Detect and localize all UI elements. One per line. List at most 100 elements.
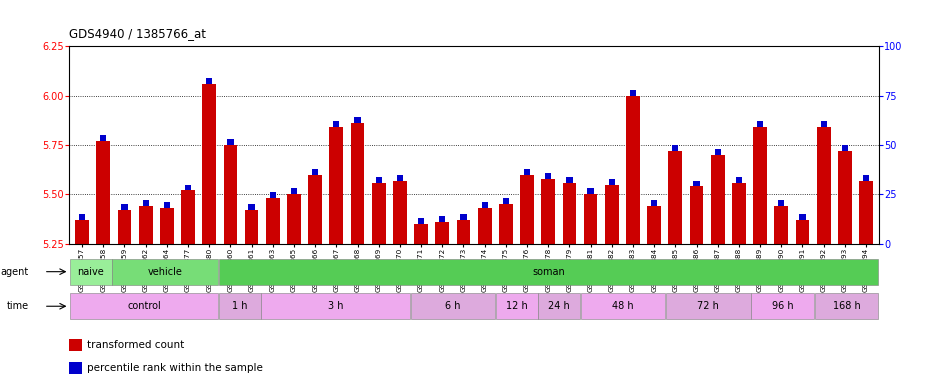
Bar [79,214,85,220]
Bar [333,121,339,127]
Bar [651,200,658,206]
Text: soman: soman [532,266,565,277]
Bar [778,200,784,206]
Bar [262,293,410,319]
Bar [669,151,683,244]
Bar [757,121,763,127]
Bar [605,185,619,244]
Text: time: time [6,301,29,311]
Text: agent: agent [1,266,29,277]
Bar [820,121,827,127]
Bar [482,202,487,208]
Text: naive: naive [78,266,104,277]
Bar [735,177,742,182]
Bar [351,123,364,244]
Text: 24 h: 24 h [549,301,570,311]
Text: 12 h: 12 h [506,301,527,311]
Bar [690,187,703,244]
Bar [666,293,750,319]
Bar [538,293,580,319]
Bar [411,293,495,319]
Bar [842,145,848,151]
Bar [630,89,636,96]
Bar [160,208,174,244]
Bar [308,175,322,244]
Bar [815,293,879,319]
Bar [96,141,110,244]
Text: vehicle: vehicle [148,266,182,277]
Bar [142,200,149,206]
Bar [100,135,106,141]
Bar [139,206,153,244]
Bar [545,173,551,179]
Bar [566,177,573,182]
Bar [113,259,218,285]
Bar [418,218,425,224]
Text: 6 h: 6 h [445,301,461,311]
Bar [715,149,721,155]
Bar [69,362,82,374]
Bar [228,139,233,145]
Bar [312,169,318,175]
Bar [436,222,450,244]
Bar [206,78,213,84]
Text: 48 h: 48 h [612,301,634,311]
Bar [69,339,82,351]
Bar [203,84,216,244]
Bar [69,293,218,319]
Bar [626,96,640,244]
Bar [414,224,428,244]
Text: 168 h: 168 h [832,301,860,311]
Bar [329,127,343,244]
Text: 1 h: 1 h [232,301,248,311]
Bar [121,204,128,210]
Bar [524,169,530,175]
Bar [863,175,870,180]
Bar [219,293,261,319]
Bar [499,204,512,244]
Bar [520,175,534,244]
Bar [796,220,809,244]
Bar [587,189,594,194]
Bar [265,199,279,244]
Bar [799,214,806,220]
Text: 96 h: 96 h [772,301,794,311]
Bar [609,179,615,185]
Bar [753,127,767,244]
Bar [581,293,665,319]
Bar [117,210,131,244]
Bar [224,145,238,244]
Bar [439,216,445,222]
Bar [562,182,576,244]
Bar [457,220,470,244]
Bar [290,189,297,194]
Bar [751,293,814,319]
Text: GDS4940 / 1385766_at: GDS4940 / 1385766_at [69,27,206,40]
Bar [710,155,724,244]
Bar [75,220,89,244]
Bar [393,180,407,244]
Bar [397,175,403,180]
Text: transformed count: transformed count [87,340,184,350]
Bar [584,194,598,244]
Bar [817,127,831,244]
Bar [648,206,661,244]
Bar [732,182,746,244]
Bar [354,117,361,123]
Text: control: control [127,301,161,311]
Bar [69,259,112,285]
Bar [181,190,195,244]
Bar [694,180,699,187]
Bar [859,180,873,244]
Bar [672,145,678,151]
Bar [164,202,170,208]
Bar [270,192,276,199]
Bar [245,210,258,244]
Bar [478,208,491,244]
Bar [376,177,382,182]
Bar [496,293,537,319]
Text: percentile rank within the sample: percentile rank within the sample [87,363,263,373]
Bar [185,185,191,190]
Bar [287,194,301,244]
Bar [541,179,555,244]
